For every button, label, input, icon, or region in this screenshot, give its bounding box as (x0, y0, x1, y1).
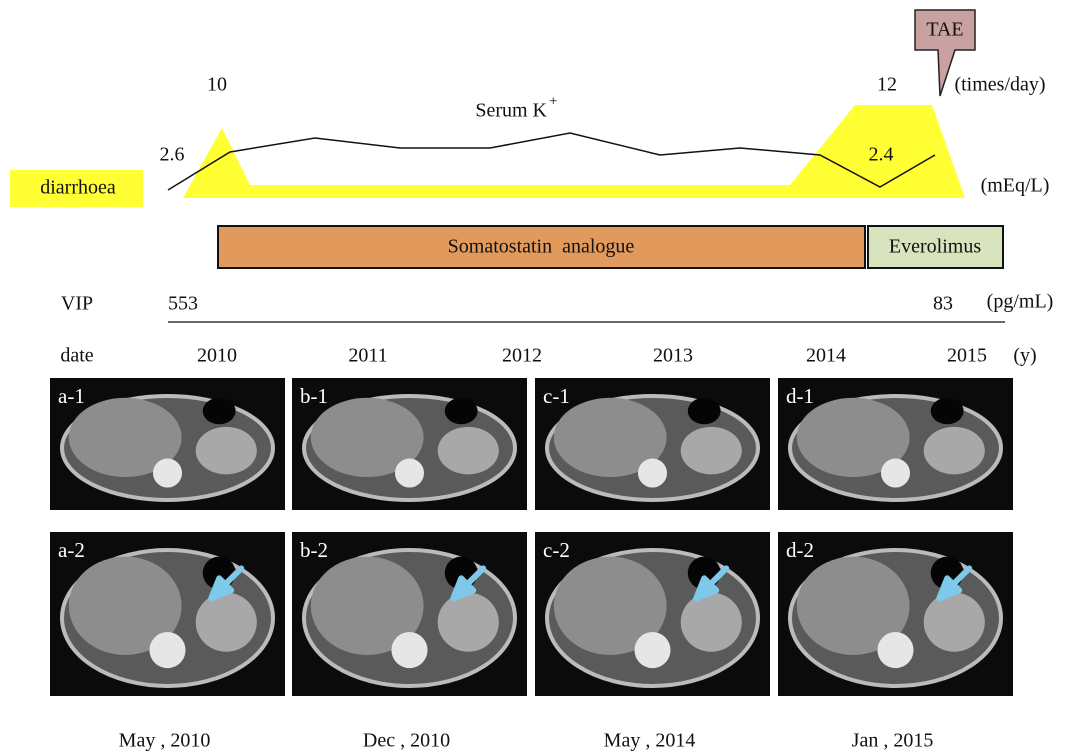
vip-unit: (pg/mL) (987, 291, 1054, 313)
vip-start: 553 (168, 293, 198, 315)
ct-organ (681, 593, 742, 652)
diarrhoea-unit: (times/day) (954, 74, 1045, 96)
image-caption: Dec , 2010 (363, 730, 450, 752)
diarrhoea-end: 12 (877, 74, 897, 96)
treatment-label: Everolimus (889, 236, 981, 258)
callout-text: TAE (926, 19, 963, 41)
image-label: b-2 (300, 538, 328, 562)
treatment-label: Somatostatin analogue (448, 236, 635, 258)
ct-spine (395, 459, 424, 488)
image-label: d-2 (786, 538, 814, 562)
ct-spine (391, 632, 427, 668)
image-label: d-1 (786, 384, 814, 408)
diarrhoea-label: diarrhoea (40, 177, 116, 199)
ct-gas (203, 398, 236, 424)
ct-gas (688, 398, 721, 424)
image-label: a-2 (58, 538, 85, 562)
serum-k-label: Serum K (475, 100, 547, 122)
image-label: c-1 (543, 384, 570, 408)
ct-organ (196, 593, 257, 652)
serum-k-start: 2.6 (160, 144, 185, 166)
year-label: 2015 (947, 345, 987, 367)
ct-organ (196, 427, 257, 475)
diarrhoea-start: 10 (207, 74, 227, 96)
serum-k-superscript: + (549, 93, 557, 109)
ct-spine (638, 459, 667, 488)
ct-organ (924, 427, 985, 475)
serum-k-end: 2.4 (869, 144, 894, 166)
ct-organ (924, 593, 985, 652)
ct-organ (681, 427, 742, 475)
vip-label: VIP (61, 293, 93, 315)
year-label: 2012 (502, 345, 542, 367)
ct-spine (881, 459, 910, 488)
image-caption: May , 2010 (119, 730, 211, 752)
ct-spine (634, 632, 670, 668)
ct-organ (438, 427, 499, 475)
date-label: date (60, 345, 93, 367)
vip-end: 83 (933, 293, 953, 315)
date-unit: (y) (1013, 345, 1036, 367)
image-label: c-2 (543, 538, 570, 562)
image-label: a-1 (58, 384, 85, 408)
year-label: 2014 (806, 345, 846, 367)
image-caption: Jan , 2015 (852, 730, 934, 752)
image-caption: May , 2014 (604, 730, 696, 752)
year-label: 2011 (348, 345, 387, 367)
ct-organ (438, 593, 499, 652)
year-label: 2010 (197, 345, 237, 367)
image-label: b-1 (300, 384, 328, 408)
figure: TAE diarrhoea 10 12 (times/day) Serum K … (0, 0, 1071, 756)
serum-k-unit: (mEq/L) (981, 175, 1050, 197)
ct-spine (149, 632, 185, 668)
ct-gas (931, 398, 964, 424)
ct-spine (153, 459, 182, 488)
ct-gas (445, 398, 478, 424)
ct-spine (877, 632, 913, 668)
year-label: 2013 (653, 345, 693, 367)
